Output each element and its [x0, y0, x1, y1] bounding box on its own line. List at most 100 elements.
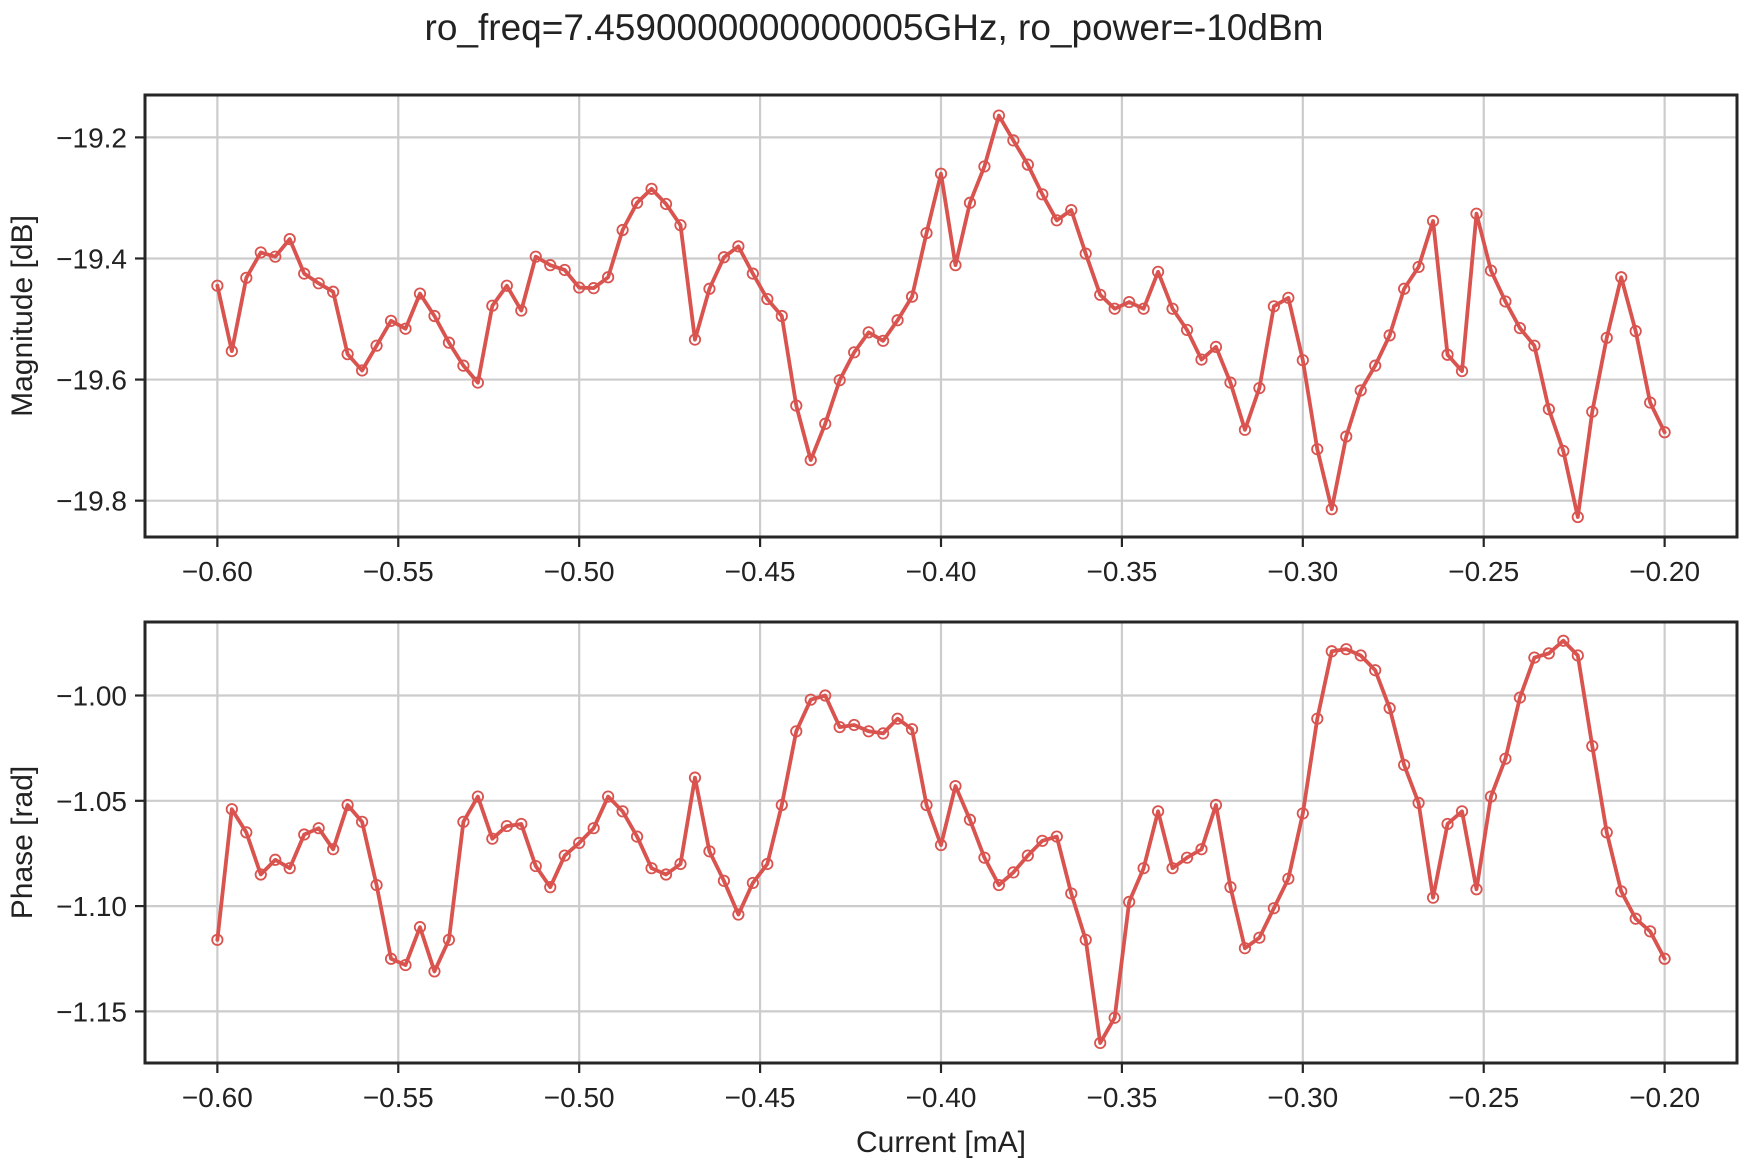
- phase-data-point: [1586, 739, 1599, 753]
- phase-data-point: [211, 933, 224, 946]
- phase-data-point: [1615, 885, 1628, 898]
- phase-data-point: [1137, 862, 1150, 875]
- magnitude-data-point: [775, 309, 788, 323]
- phase-data-point: [761, 857, 774, 871]
- phase-data-point: [428, 965, 441, 978]
- magnitude-y-tick-label: −19.2: [56, 122, 127, 153]
- magnitude-y-tick-label: −19.4: [56, 243, 127, 274]
- phase-x-tick-label: −0.55: [363, 1082, 434, 1113]
- magnitude-data-point: [428, 309, 441, 323]
- magnitude-data-point: [312, 277, 325, 290]
- phase-data-point: [1340, 643, 1353, 656]
- phase-data-point: [573, 836, 586, 850]
- phase-data-point: [587, 822, 600, 835]
- phase-data-point: [1094, 1036, 1107, 1050]
- magnitude-data-point: [1615, 271, 1628, 284]
- phase-data-point: [775, 798, 788, 812]
- phase-data-point: [1557, 634, 1570, 647]
- phase-data-point: [891, 712, 904, 725]
- phase-panel: −0.60 −0.55 −0.50 −0.45 −0.40 −0.35 −0.30 −0.25…: [6, 620, 1739, 1159]
- magnitude-x-tick-label: −0.60: [182, 556, 253, 587]
- magnitude-data-point: [587, 282, 600, 295]
- phase-x-tick-label: −0.20: [1629, 1082, 1700, 1113]
- magnitude-data-point: [1180, 323, 1194, 337]
- magnitude-data-point: [500, 279, 513, 292]
- phase-data-point: [804, 693, 817, 706]
- magnitude-data-point: [355, 364, 369, 377]
- magnitude-data-point: [1470, 207, 1483, 220]
- magnitude-data-point: [862, 326, 875, 339]
- phase-data-point: [370, 878, 383, 892]
- phase-data-point: [283, 862, 296, 875]
- phase-data-point: [1311, 712, 1324, 725]
- magnitude-data-point: [949, 259, 962, 272]
- phase-data-point: [1108, 1011, 1121, 1024]
- magnitude-data-point: [833, 374, 846, 387]
- magnitude-data-point: [1325, 503, 1338, 516]
- magnitude-data-point: [1195, 353, 1208, 366]
- magnitude-data-point: [920, 226, 933, 240]
- phase-data-point: [1354, 649, 1367, 662]
- magnitude-data-point: [327, 285, 340, 298]
- magnitude-data-point: [905, 290, 919, 303]
- phase-data-point: [1224, 881, 1237, 894]
- phase-data-point: [1499, 752, 1512, 765]
- phase-data-point: [486, 832, 499, 845]
- magnitude-data-point: [269, 250, 282, 263]
- magnitude-data-point: [486, 299, 499, 312]
- phase-data-point: [659, 868, 673, 881]
- phase-data-point: [1629, 912, 1642, 925]
- magnitude-data-point: [1296, 354, 1309, 367]
- phase-data-point: [674, 857, 687, 871]
- magnitude-data-point: [1644, 396, 1657, 409]
- phase-data-point: [327, 843, 340, 856]
- phase-data-point: [558, 849, 571, 862]
- magnitude-data-point: [529, 250, 542, 263]
- phase-data-point: [732, 908, 745, 921]
- phase-data-point: [963, 813, 977, 826]
- magnitude-data-point: [399, 322, 412, 335]
- magnitude-y-tick-label: −19.8: [56, 486, 127, 517]
- phase-data-point: [703, 845, 716, 858]
- magnitude-data-point: [1209, 340, 1223, 353]
- magnitude-x-tick-label: −0.35: [1086, 556, 1157, 587]
- magnitude-data-point: [877, 334, 890, 347]
- phase-data-point: [1542, 647, 1555, 660]
- magnitude-data-point: [1108, 302, 1121, 315]
- magnitude-data-point: [1629, 325, 1642, 338]
- magnitude-data-point: [471, 376, 484, 389]
- phase-data-point: [544, 881, 557, 894]
- phase-data-point: [1455, 805, 1469, 818]
- magnitude-data-point: [1267, 300, 1280, 313]
- phase-data-point: [1238, 942, 1252, 955]
- magnitude-data-point: [963, 196, 977, 209]
- phase-data-point: [1267, 902, 1280, 915]
- phase-data-point: [1282, 872, 1295, 885]
- phase-data-point: [1484, 790, 1498, 803]
- phase-data-point: [746, 876, 759, 890]
- magnitude-data-point: [1036, 188, 1049, 201]
- phase-data-point: [1166, 862, 1179, 875]
- magnitude-data-point: [746, 267, 759, 280]
- magnitude-data-point: [1528, 339, 1541, 352]
- phase-data-point: [1036, 834, 1049, 847]
- phase-x-tick-label: −0.50: [544, 1082, 615, 1113]
- phase-x-tick-label: −0.45: [725, 1082, 796, 1113]
- phase-data-point: [790, 725, 803, 738]
- magnitude-x-tick-label: −0.25: [1448, 556, 1519, 587]
- phase-data-point: [1369, 664, 1382, 677]
- phase-data-point: [1195, 843, 1208, 856]
- magnitude-data-point: [573, 281, 586, 294]
- phase-data-point: [1021, 849, 1034, 862]
- magnitude-data-point: [1238, 423, 1252, 436]
- phase-data-point: [848, 718, 861, 732]
- phase-x-axis-label: Current [mA]: [856, 1126, 1026, 1159]
- magnitude-data-point: [1398, 282, 1411, 295]
- magnitude-data-point: [992, 109, 1005, 122]
- magnitude-data-point: [1586, 405, 1599, 418]
- magnitude-data-point: [457, 359, 470, 372]
- phase-data-point: [920, 798, 933, 812]
- phase-data-point: [1325, 645, 1338, 658]
- magnitude-data-point: [1340, 430, 1353, 443]
